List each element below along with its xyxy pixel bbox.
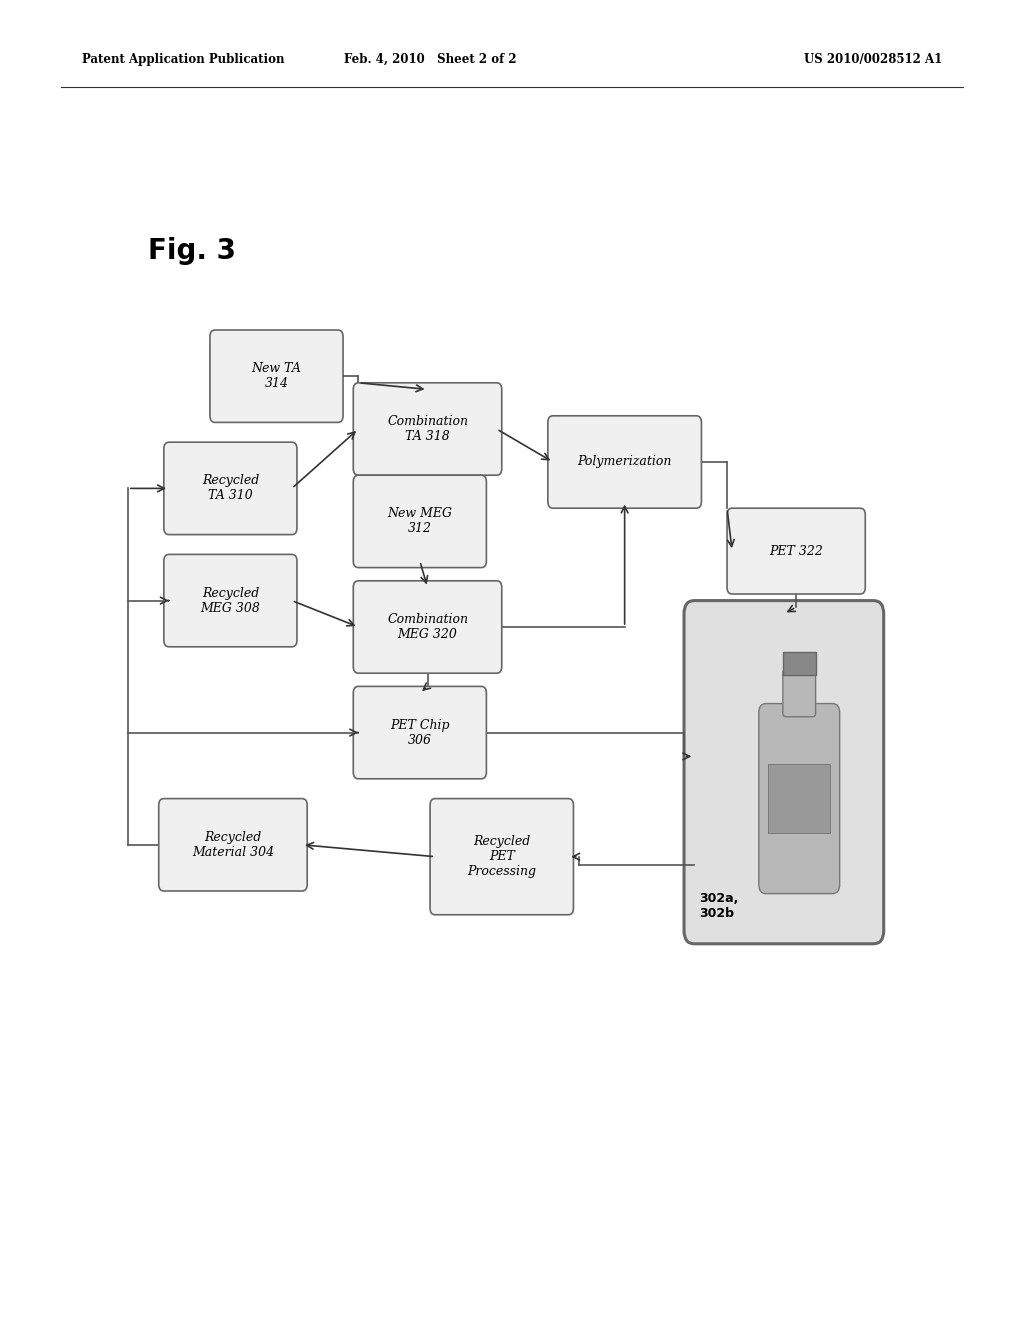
FancyBboxPatch shape bbox=[783, 669, 816, 717]
Text: 302a,
302b: 302a, 302b bbox=[699, 892, 738, 920]
Text: Polymerization: Polymerization bbox=[578, 455, 672, 469]
Text: Feb. 4, 2010   Sheet 2 of 2: Feb. 4, 2010 Sheet 2 of 2 bbox=[344, 53, 516, 66]
Text: PET Chip
306: PET Chip 306 bbox=[390, 718, 450, 747]
FancyBboxPatch shape bbox=[759, 704, 840, 894]
FancyBboxPatch shape bbox=[548, 416, 701, 508]
FancyBboxPatch shape bbox=[430, 799, 573, 915]
FancyBboxPatch shape bbox=[164, 442, 297, 535]
Text: Recycled
Material 304: Recycled Material 304 bbox=[191, 830, 274, 859]
Text: Recycled
TA 310: Recycled TA 310 bbox=[202, 474, 259, 503]
FancyBboxPatch shape bbox=[684, 601, 884, 944]
Text: Fig. 3: Fig. 3 bbox=[148, 236, 237, 265]
Text: New TA
314: New TA 314 bbox=[252, 362, 301, 391]
Text: Recycled
MEG 308: Recycled MEG 308 bbox=[201, 586, 260, 615]
FancyBboxPatch shape bbox=[210, 330, 343, 422]
Text: Combination
MEG 320: Combination MEG 320 bbox=[387, 612, 468, 642]
FancyBboxPatch shape bbox=[353, 686, 486, 779]
FancyBboxPatch shape bbox=[159, 799, 307, 891]
FancyBboxPatch shape bbox=[164, 554, 297, 647]
Text: Combination
TA 318: Combination TA 318 bbox=[387, 414, 468, 444]
Text: PET 322: PET 322 bbox=[769, 545, 823, 557]
Text: US 2010/0028512 A1: US 2010/0028512 A1 bbox=[804, 53, 942, 66]
FancyBboxPatch shape bbox=[783, 652, 815, 675]
Text: New MEG
312: New MEG 312 bbox=[387, 507, 453, 536]
FancyBboxPatch shape bbox=[353, 383, 502, 475]
FancyBboxPatch shape bbox=[353, 581, 502, 673]
Text: Patent Application Publication: Patent Application Publication bbox=[82, 53, 285, 66]
FancyBboxPatch shape bbox=[768, 764, 830, 833]
Text: Recycled
PET
Processing: Recycled PET Processing bbox=[467, 836, 537, 878]
FancyBboxPatch shape bbox=[353, 475, 486, 568]
FancyBboxPatch shape bbox=[727, 508, 865, 594]
